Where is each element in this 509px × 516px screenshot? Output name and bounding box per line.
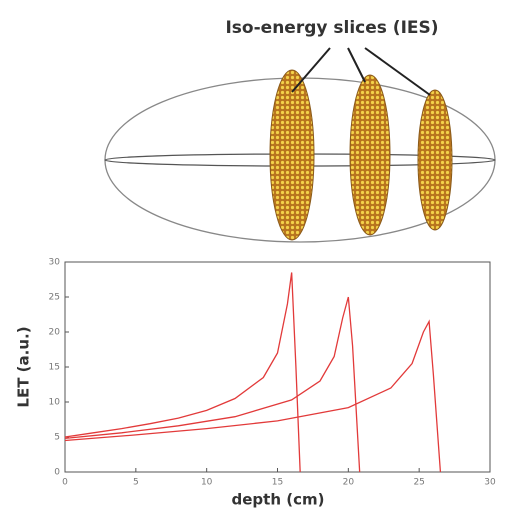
x-tick-label: 15 <box>272 478 283 488</box>
y-tick-label: 20 <box>49 328 61 338</box>
figure: Iso-energy slices (IES) depth (cm) LET (… <box>0 0 509 516</box>
y-tick-label: 10 <box>49 398 61 408</box>
line-series <box>65 297 360 472</box>
y-tick-label: 0 <box>54 468 60 478</box>
line-series <box>65 273 300 473</box>
x-tick-label: 5 <box>133 478 139 488</box>
x-tick-label: 0 <box>62 478 68 488</box>
y-axis-label: LET (a.u.) <box>15 326 33 407</box>
ellipsoid-diagram: Iso-energy slices (IES) <box>105 18 495 242</box>
x-tick-label: 25 <box>413 478 424 488</box>
x-axis-label: depth (cm) <box>232 491 325 509</box>
y-tick-label: 5 <box>54 433 60 443</box>
y-tick-label: 15 <box>49 363 60 373</box>
x-tick-label: 30 <box>484 478 496 488</box>
plot-frame <box>65 262 490 472</box>
diagram-label: Iso-energy slices (IES) <box>225 18 438 38</box>
y-tick-label: 25 <box>49 293 60 303</box>
x-tick-label: 20 <box>343 478 355 488</box>
x-tick-label: 10 <box>201 478 213 488</box>
y-tick-label: 30 <box>49 258 61 268</box>
line-series <box>65 322 440 473</box>
